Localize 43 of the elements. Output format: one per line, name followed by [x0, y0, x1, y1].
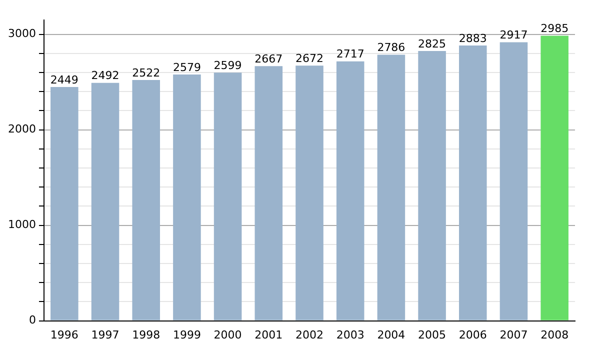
x-tick-label: 2007	[500, 328, 528, 342]
y-tick-label: 3000	[8, 27, 36, 40]
data-label: 2667	[254, 52, 283, 66]
x-tick-label: 2003	[336, 328, 364, 342]
data-label: 2917	[500, 28, 528, 42]
data-label: 2883	[458, 32, 487, 45]
x-tick-label: 2000	[214, 328, 242, 342]
bar	[214, 72, 242, 320]
bar	[540, 36, 568, 320]
data-label: 2599	[214, 58, 242, 72]
data-label: 2579	[172, 60, 201, 74]
x-tick-label: 2005	[418, 328, 446, 342]
bar	[458, 45, 487, 320]
bar	[418, 51, 446, 320]
data-label: 2786	[377, 41, 406, 54]
x-tick-label: 1999	[172, 328, 201, 342]
x-tick-label: 1998	[132, 328, 160, 342]
data-label: 2449	[50, 73, 78, 86]
bar	[296, 66, 324, 320]
x-tick-label: 1996	[50, 328, 78, 342]
bar	[254, 66, 283, 320]
bar	[50, 86, 78, 320]
data-label: 2492	[91, 69, 120, 82]
y-tick-label: 1000	[8, 218, 36, 232]
data-label: 2522	[132, 66, 160, 80]
x-tick-label: 1997	[91, 328, 120, 342]
data-label: 2717	[336, 48, 364, 61]
bar	[500, 42, 528, 320]
bar	[132, 80, 160, 320]
y-tick-label: 0	[28, 314, 36, 327]
x-tick-label: 2001	[254, 328, 283, 342]
x-tick-label: 2006	[458, 328, 487, 342]
data-label: 2825	[418, 37, 446, 50]
data-label: 2985	[540, 22, 569, 36]
bar	[336, 61, 364, 320]
x-tick-label: 2004	[377, 328, 406, 342]
bar	[377, 54, 406, 320]
x-tick-label: 2002	[295, 328, 324, 342]
x-tick-label: 2008	[540, 328, 569, 342]
bar	[173, 74, 201, 320]
bar	[91, 82, 120, 320]
y-tick-label: 2000	[8, 122, 36, 136]
data-label: 2672	[295, 52, 324, 66]
